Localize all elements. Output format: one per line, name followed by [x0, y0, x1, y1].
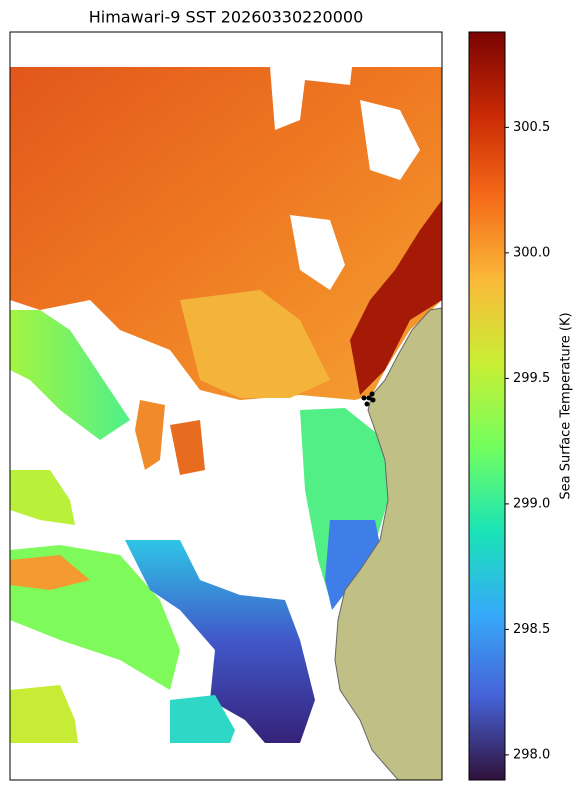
map-field [10, 67, 442, 780]
colorbar-tick-label: 298.0 [513, 747, 550, 762]
station-markers [361, 391, 376, 407]
colorbar-tick-label: 300.5 [513, 120, 550, 135]
sst-green-left [10, 310, 130, 440]
sst-orange-spots [170, 420, 205, 475]
colorbar: 298.0 298.5 299.0 299.5 300.0 300.5 [468, 31, 550, 781]
colorbar-tick-label: 299.0 [513, 496, 550, 511]
sst-yellow-patch [180, 290, 330, 398]
colorbar-tick-label: 298.5 [513, 622, 550, 637]
sst-cool-south [125, 540, 315, 743]
colorbar-fill [468, 31, 506, 781]
sst-left-green [10, 470, 75, 525]
sst-bottom-left [10, 685, 78, 743]
sst-gap [290, 215, 345, 290]
sst-orange-spots [135, 400, 165, 470]
sst-orange-south [10, 555, 90, 590]
land [334, 307, 442, 780]
sst-warm-region [10, 67, 442, 400]
sst-blue-coast [325, 520, 380, 610]
map-frame [9, 31, 443, 781]
colorbar-label: Sea Surface Temperature (K) [559, 312, 574, 499]
sst-bottom-mid [170, 695, 235, 743]
sst-gap [360, 100, 420, 180]
colorbar-tick-label: 300.0 [513, 245, 550, 260]
sst-hot-region [350, 200, 442, 395]
map-title: Himawari-9 SST 20260330220000 [89, 8, 364, 27]
colorbar-tick-label: 299.5 [513, 371, 550, 386]
